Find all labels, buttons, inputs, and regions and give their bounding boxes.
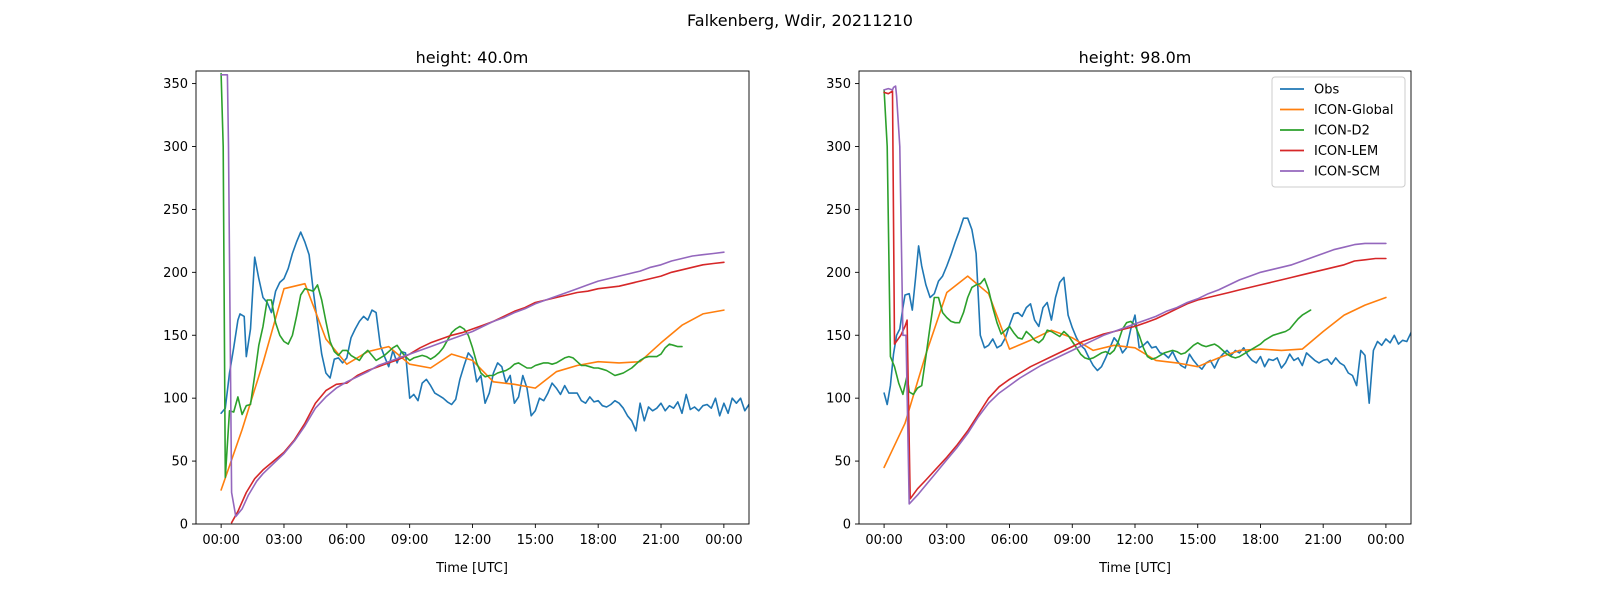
x-tick-label: 21:00 xyxy=(642,533,679,548)
figure-suptitle: Falkenberg, Wdir, 20211210 xyxy=(687,11,913,30)
y-tick-label: 200 xyxy=(163,266,188,281)
x-tick-label: 00:00 xyxy=(202,533,239,548)
legend-label: ICON-SCM xyxy=(1314,165,1380,180)
y-tick-label: 0 xyxy=(843,518,851,533)
legend-label: ICON-Global xyxy=(1314,103,1394,118)
y-tick-label: 200 xyxy=(826,266,851,281)
y-tick-label: 300 xyxy=(826,140,851,155)
x-tick-label: 00:00 xyxy=(865,533,902,548)
y-tick-label: 0 xyxy=(180,518,188,533)
subplot-2-xlabel: Time [UTC] xyxy=(1098,561,1171,576)
subplot-2-title: height: 98.0m xyxy=(1079,48,1192,67)
plot-area-2 xyxy=(883,85,1411,505)
series-line-icon-d2 xyxy=(883,89,1312,396)
legend: Obs ICON-Global ICON-D2 ICON-LEM ICON-SCM xyxy=(1271,76,1406,188)
x-tick-label: 00:00 xyxy=(705,533,742,548)
subplot-2: height: 98.0m 00:00 03:00 06:00 09:00 12:00 1… xyxy=(826,48,1412,576)
y-tick-label: 50 xyxy=(834,455,851,470)
series-line-obs xyxy=(220,231,749,432)
y-tick-label: 350 xyxy=(826,77,851,92)
y-tick-label: 300 xyxy=(163,140,188,155)
series-line-icon-scm xyxy=(883,85,1387,505)
x-tick-label: 09:00 xyxy=(1054,533,1091,548)
y-tick-label: 250 xyxy=(826,203,851,218)
x-tick-label: 18:00 xyxy=(579,533,616,548)
x-tick-label: 09:00 xyxy=(391,533,428,548)
x-tick-label: 06:00 xyxy=(991,533,1028,548)
subplot-1-title: height: 40.0m xyxy=(416,48,529,67)
y-tick-label: 150 xyxy=(826,329,851,344)
legend-label: ICON-D2 xyxy=(1314,124,1370,139)
y-tick-label: 250 xyxy=(163,203,188,218)
y-tick-label: 50 xyxy=(171,455,188,470)
subplot-1-marks: 00:00 03:00 06:00 09:00 12:00 15:00 18:00 21:00… xyxy=(163,70,750,548)
x-tick-label: 18:00 xyxy=(1242,533,1279,548)
series-line-obs xyxy=(883,217,1411,406)
x-tick-label: 00:00 xyxy=(1367,533,1404,548)
series-line-icon-global xyxy=(883,275,1387,469)
x-tick-label: 03:00 xyxy=(928,533,965,548)
series-line-icon-global xyxy=(220,282,725,491)
subplot-1-xlabel: Time [UTC] xyxy=(435,561,508,576)
y-tick-label: 350 xyxy=(163,77,188,92)
legend-label: ICON-LEM xyxy=(1314,144,1378,159)
x-tick-label: 21:00 xyxy=(1304,533,1341,548)
x-tick-label: 03:00 xyxy=(265,533,302,548)
series-line-icon-scm xyxy=(220,74,725,518)
x-tick-label: 12:00 xyxy=(454,533,491,548)
series-line-icon-lem xyxy=(230,261,725,524)
y-tick-label: 100 xyxy=(826,392,851,407)
x-tick-label: 12:00 xyxy=(1116,533,1153,548)
x-tick-label: 15:00 xyxy=(1179,533,1216,548)
x-tick-label: 15:00 xyxy=(517,533,554,548)
y-tick-label: 150 xyxy=(163,329,188,344)
subplot-1: height: 40.0m 00:00 03:00 06:00 09:00 12:00 1… xyxy=(163,48,750,576)
x-tick-label: 06:00 xyxy=(328,533,365,548)
legend-box xyxy=(1271,76,1406,188)
legend-label: Obs xyxy=(1314,83,1339,98)
plot-area-1 xyxy=(220,72,749,524)
subplot-2-marks: 00:00 03:00 06:00 09:00 12:00 15:00 18:00 21:00… xyxy=(826,70,1412,548)
y-tick-label: 100 xyxy=(163,392,188,407)
series-line-icon-d2 xyxy=(220,72,683,479)
